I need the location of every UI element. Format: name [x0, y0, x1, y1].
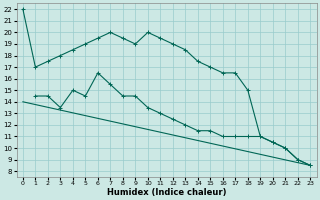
X-axis label: Humidex (Indice chaleur): Humidex (Indice chaleur): [107, 188, 226, 197]
